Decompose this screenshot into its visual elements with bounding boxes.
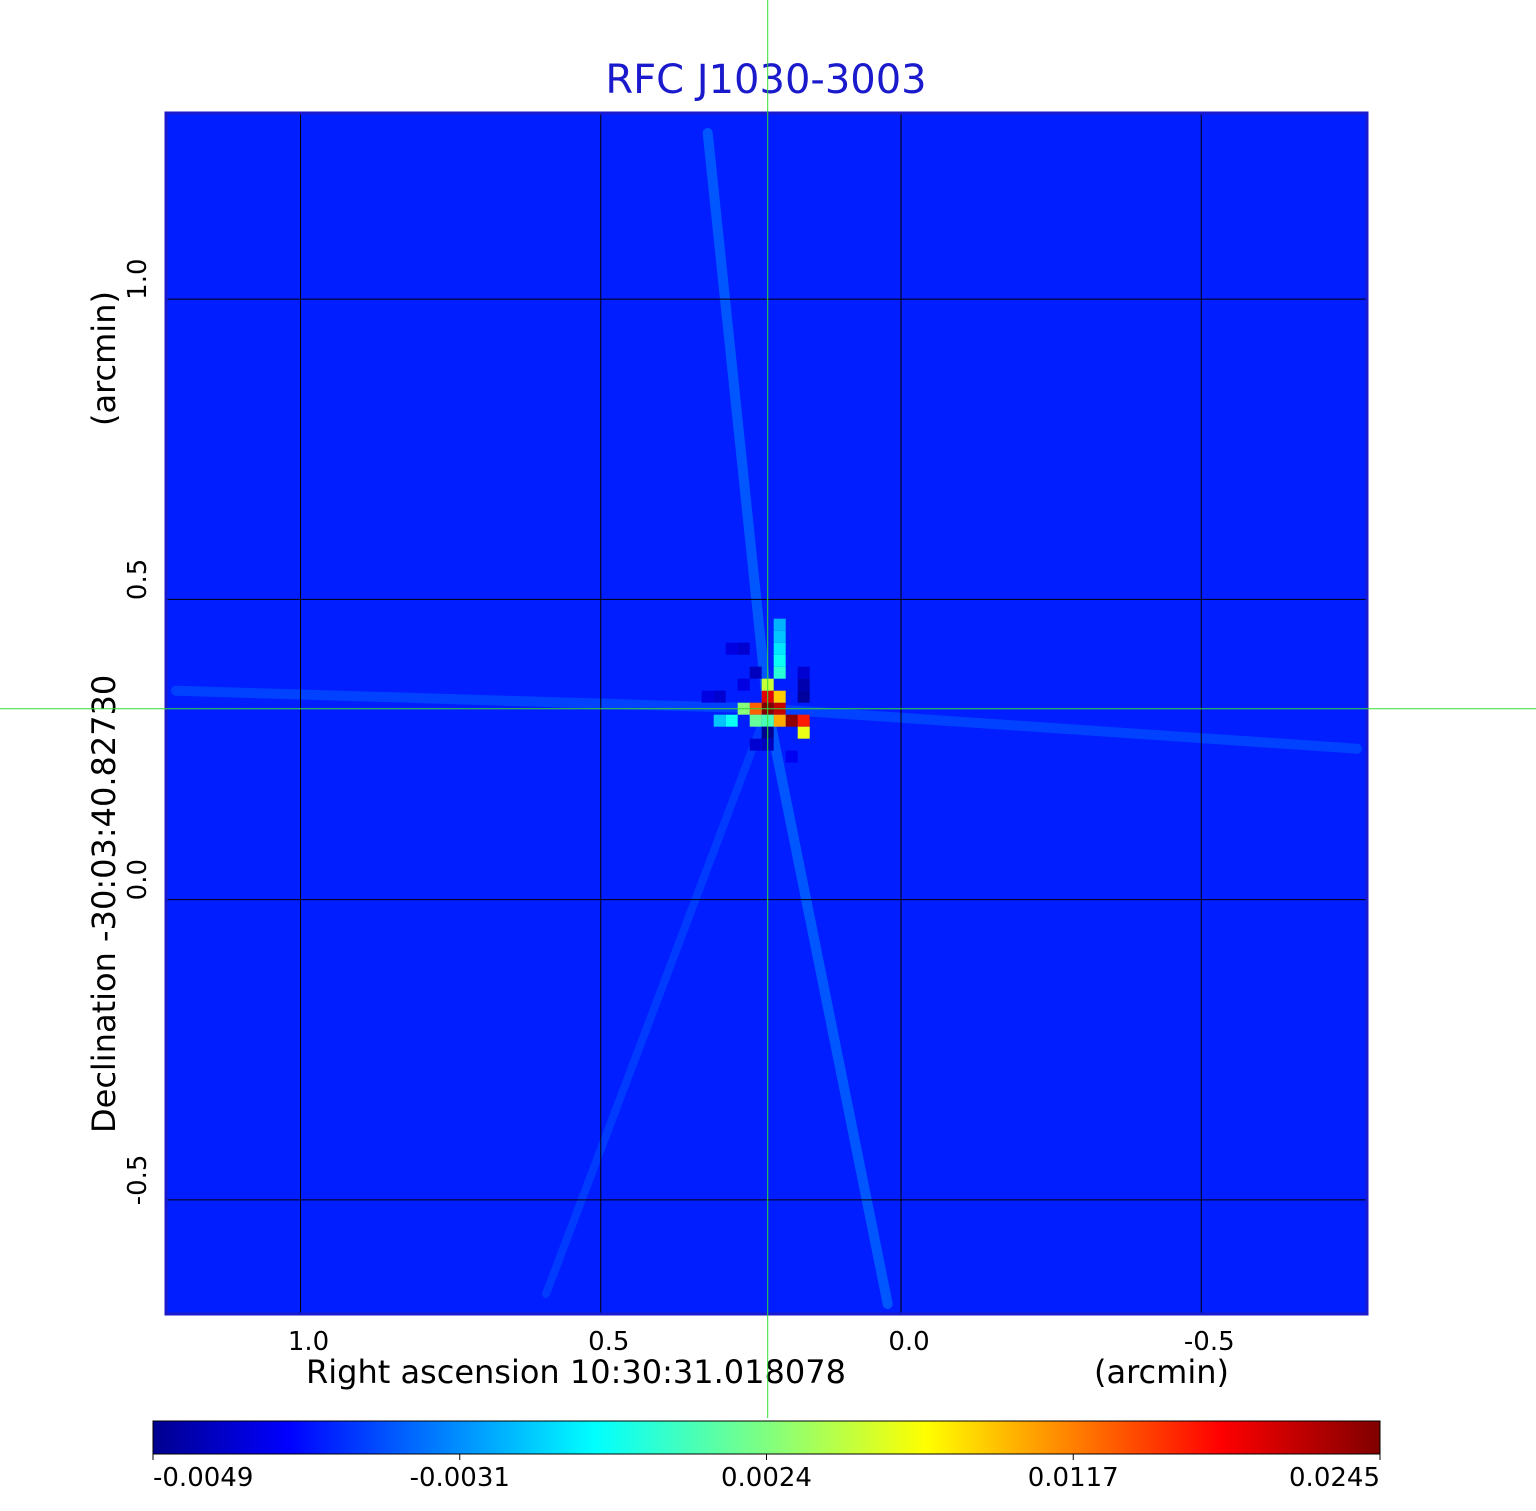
x-tick-label: 0.5 xyxy=(588,1327,629,1357)
negative-pixel xyxy=(737,678,750,691)
colorbar-ticks: -0.0049 -0.0031 0.0024 0.0117 0.0245 xyxy=(152,1454,1381,1493)
y-axis-unit: (arcmin) xyxy=(85,291,123,426)
negative-pixel xyxy=(785,750,798,763)
plot-frame xyxy=(164,111,1369,1316)
crosshair xyxy=(0,0,1536,1418)
y-tick-label: -0.5 xyxy=(123,1155,153,1206)
source-pixel xyxy=(713,714,726,727)
heatmap-image xyxy=(166,113,1367,1314)
source-pixel xyxy=(773,642,786,655)
source-pixel xyxy=(725,714,738,727)
x-tick-labels: 1.0 0.5 0.0 -0.5 xyxy=(288,1327,1235,1357)
y-tick-label: 1.0 xyxy=(123,258,153,299)
sidelobe-streak xyxy=(702,128,773,714)
colorbar-tick-label: 0.0024 xyxy=(721,1463,812,1493)
y-tick-labels: 1.0 0.5 0.0 -0.5 xyxy=(123,258,153,1205)
source-pixel xyxy=(773,630,786,643)
colorbar xyxy=(152,1420,1381,1455)
colorbar-tick-label: 0.0245 xyxy=(1289,1463,1380,1493)
source-pixel xyxy=(773,654,786,667)
negative-pixel xyxy=(713,690,726,703)
sidelobe-streak xyxy=(542,704,772,1298)
x-tick-label: -0.5 xyxy=(1184,1327,1235,1357)
source-pixel xyxy=(773,618,786,631)
negative-pixel xyxy=(737,642,750,655)
source-pixel xyxy=(797,726,810,739)
sidelobe-streak xyxy=(171,685,773,714)
source-pixel xyxy=(785,714,798,727)
chart-title: RFC J1030-3003 xyxy=(605,57,926,103)
source-pixel xyxy=(773,690,786,703)
source-pixel xyxy=(773,666,786,679)
x-tick-label: 0.0 xyxy=(888,1327,929,1357)
negative-pixel xyxy=(701,690,714,703)
x-tick-label: 1.0 xyxy=(288,1327,329,1357)
sidelobe-streak xyxy=(762,703,893,1309)
negative-pixel xyxy=(797,690,810,703)
x-axis-label: Right ascension 10:30:31.018078 xyxy=(306,1353,846,1391)
negative-pixel xyxy=(749,738,762,751)
negative-pixel xyxy=(797,678,810,691)
y-axis-label: Declination -30:03:40.82730 xyxy=(85,675,123,1133)
x-axis-unit: (arcmin) xyxy=(1094,1353,1229,1391)
negative-pixel xyxy=(725,642,738,655)
y-tick-label: 0.0 xyxy=(123,859,153,900)
negative-pixel xyxy=(749,666,762,679)
y-tick-label: 0.5 xyxy=(123,559,153,600)
source-pixel xyxy=(773,714,786,727)
grid-lines xyxy=(166,113,1367,1314)
colorbar-tick-label: 0.0117 xyxy=(1028,1463,1119,1493)
colorbar-tick-label: -0.0031 xyxy=(410,1463,510,1493)
negative-pixel xyxy=(797,666,810,679)
source-pixel xyxy=(797,714,810,727)
sidelobe-streak xyxy=(762,703,1362,754)
source-pixel xyxy=(749,714,762,727)
colorbar-tick-label: -0.0049 xyxy=(153,1463,253,1493)
